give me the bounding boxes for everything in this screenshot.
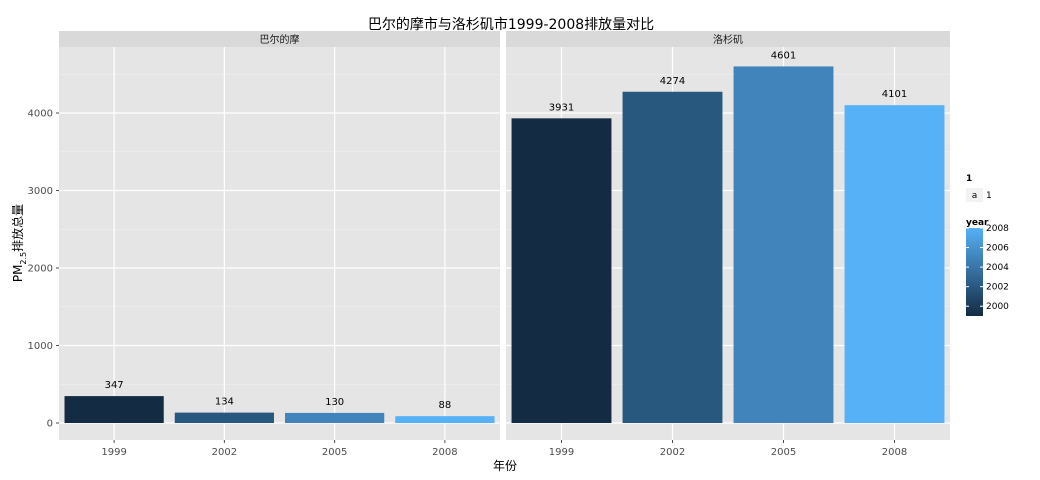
x-tick-label: 2005 bbox=[771, 447, 796, 458]
bar bbox=[395, 416, 495, 423]
y-tick-label: 1000 bbox=[28, 341, 53, 352]
bar bbox=[733, 66, 834, 424]
facet-strip bbox=[506, 31, 950, 47]
x-tick-label: 2005 bbox=[322, 447, 347, 458]
y-tick-label: 4000 bbox=[28, 109, 53, 120]
data-label: 4601 bbox=[771, 50, 796, 61]
panel-background bbox=[59, 47, 500, 440]
legend-tick-label: 2006 bbox=[986, 244, 1009, 254]
y-axis-title-suffix: 排放总量 bbox=[10, 204, 25, 252]
legend-shape-key-letter: a bbox=[972, 191, 978, 201]
data-label: 134 bbox=[215, 397, 234, 408]
facet-strip bbox=[59, 31, 500, 47]
legend-colorbar bbox=[966, 228, 983, 316]
y-tick-label: 0 bbox=[47, 419, 53, 430]
legend-tick-label: 2008 bbox=[986, 224, 1009, 234]
y-tick-label: 2000 bbox=[28, 264, 53, 275]
x-tick-label: 2002 bbox=[660, 447, 685, 458]
bar bbox=[844, 105, 945, 424]
legend-color-title: year bbox=[966, 218, 989, 228]
legend-tick-label: 2004 bbox=[986, 263, 1009, 273]
x-tick-label: 2008 bbox=[882, 447, 907, 458]
facet-strip-label: 洛杉矶 bbox=[713, 33, 743, 46]
bar bbox=[64, 396, 164, 423]
data-label: 347 bbox=[105, 380, 124, 391]
x-tick-label: 1999 bbox=[549, 447, 574, 458]
bar bbox=[511, 118, 612, 423]
x-tick-label: 2002 bbox=[212, 447, 237, 458]
legend-tick-label: 2000 bbox=[986, 302, 1009, 312]
x-tick-label: 2008 bbox=[432, 447, 457, 458]
y-axis-title-main: PM bbox=[11, 265, 25, 283]
legend: 1 a 1 year 2008 2006 2004 2002 2000 bbox=[966, 174, 1009, 316]
legend-tick-label: 2002 bbox=[986, 283, 1009, 293]
facet-panel: 巴尔的摩 347 1999 134 2002 130 2005 88 2008 bbox=[59, 31, 500, 458]
bar bbox=[285, 412, 385, 423]
legend-shape-label: 1 bbox=[986, 191, 992, 201]
y-axis: 0 1000 2000 3000 4000 bbox=[28, 109, 59, 430]
facet-panel: 洛杉矶 3931 1999 4274 2002 4601 2005 4101 2008 bbox=[506, 31, 950, 458]
x-axis-title: 年份 bbox=[493, 459, 517, 473]
y-tick-label: 3000 bbox=[28, 186, 53, 197]
facet-panels: 巴尔的摩 347 1999 134 2002 130 2005 88 2008 洛杉矶 3931 19… bbox=[59, 31, 950, 458]
y-axis-title: PM2.5排放总量 bbox=[10, 204, 28, 282]
bar bbox=[174, 412, 274, 423]
legend-colorbar-ticks: 2008 2006 2004 2002 2000 bbox=[966, 224, 1009, 312]
bar bbox=[622, 91, 723, 423]
data-label: 4101 bbox=[882, 89, 907, 100]
chart-title: 巴尔的摩市与洛杉矶市1999-2008排放量对比 bbox=[368, 16, 654, 33]
x-tick-label: 1999 bbox=[101, 447, 126, 458]
legend-shape-title: 1 bbox=[966, 174, 972, 184]
data-label: 130 bbox=[325, 397, 344, 408]
svg-text:PM2.5排放总量: PM2.5排放总量 bbox=[10, 204, 28, 282]
data-label: 88 bbox=[439, 400, 452, 411]
facet-strip-label: 巴尔的摩 bbox=[260, 33, 300, 46]
data-label: 3931 bbox=[549, 102, 574, 113]
y-axis-title-subscript: 2.5 bbox=[19, 252, 28, 265]
legend-shape-key bbox=[966, 188, 983, 202]
data-label: 4274 bbox=[660, 76, 685, 87]
